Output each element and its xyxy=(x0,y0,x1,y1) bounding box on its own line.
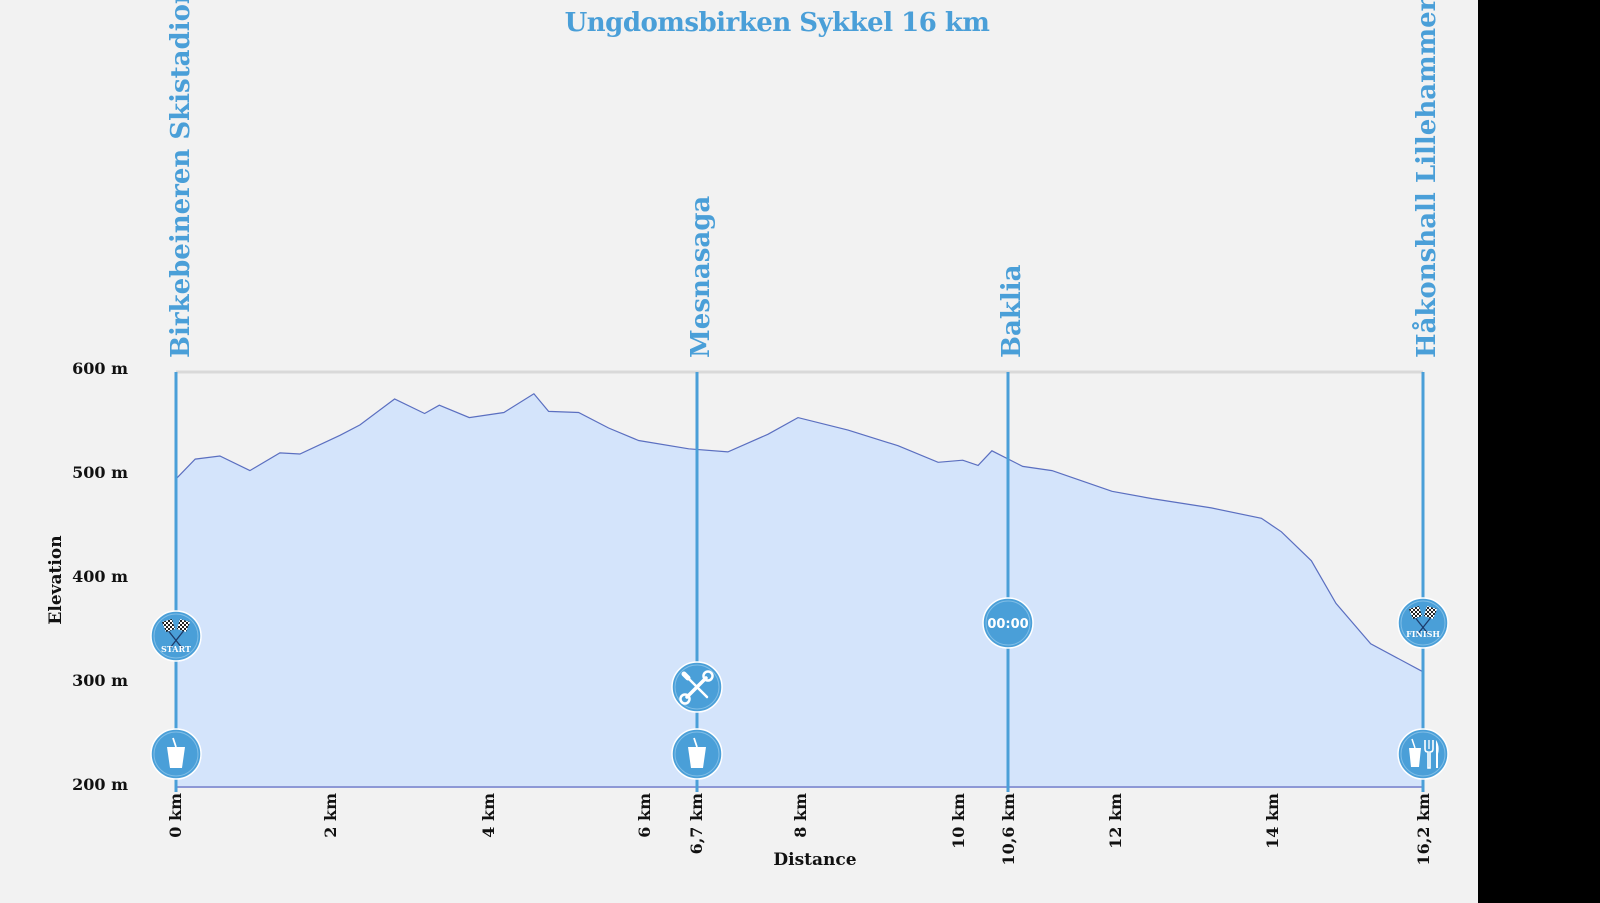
svg-text:00:00: 00:00 xyxy=(987,617,1028,632)
x-tick-6: 6 km xyxy=(635,793,654,838)
svg-text:FINISH: FINISH xyxy=(1406,629,1440,639)
location-label-finish: Håkonshall Lillehammer xyxy=(1411,0,1442,358)
y-tick-600: 600 m xyxy=(72,359,128,378)
svg-text:START: START xyxy=(161,644,191,654)
finish-flag-icon: FINISH xyxy=(1397,597,1449,649)
x-tick-12: 12 km xyxy=(1106,793,1125,849)
x-tick-14: 14 km xyxy=(1263,793,1282,849)
food-drink-icon xyxy=(1397,728,1449,780)
y-tick-300: 300 m xyxy=(72,671,128,690)
repair-tools-icon xyxy=(671,661,723,713)
elevation-area xyxy=(176,393,1423,787)
location-label-baklia: Baklia xyxy=(997,264,1027,358)
y-tick-500: 500 m xyxy=(72,463,128,482)
drink-icon xyxy=(671,728,723,780)
drink-icon xyxy=(150,728,202,780)
start-flag-icon: START xyxy=(150,610,202,662)
x-tick-2: 2 km xyxy=(321,793,340,838)
x-tick-6-7: 6,7 km xyxy=(687,793,706,854)
x-tick-10: 10 km xyxy=(949,793,968,849)
x-tick-8: 8 km xyxy=(791,793,810,838)
y-axis-title: Elevation xyxy=(46,535,66,624)
x-tick-10-6: 10,6 km xyxy=(999,793,1018,866)
chart-title: Ungdomsbirken Sykkel 16 km xyxy=(564,8,990,38)
x-tick-16-2: 16,2 km xyxy=(1414,793,1433,866)
location-label-mesnasaga: Mesnasaga xyxy=(686,196,716,358)
x-tick-0: 0 km xyxy=(166,793,185,838)
x-axis-title: Distance xyxy=(773,850,856,870)
elevation-line xyxy=(175,393,1424,673)
x-tick-4: 4 km xyxy=(479,793,498,838)
y-tick-400: 400 m xyxy=(72,567,128,586)
timing-clock-icon: 00:00 xyxy=(982,597,1034,649)
y-tick-200: 200 m xyxy=(72,775,128,794)
location-label-start: Birkebeineren Skistadion xyxy=(166,0,196,358)
